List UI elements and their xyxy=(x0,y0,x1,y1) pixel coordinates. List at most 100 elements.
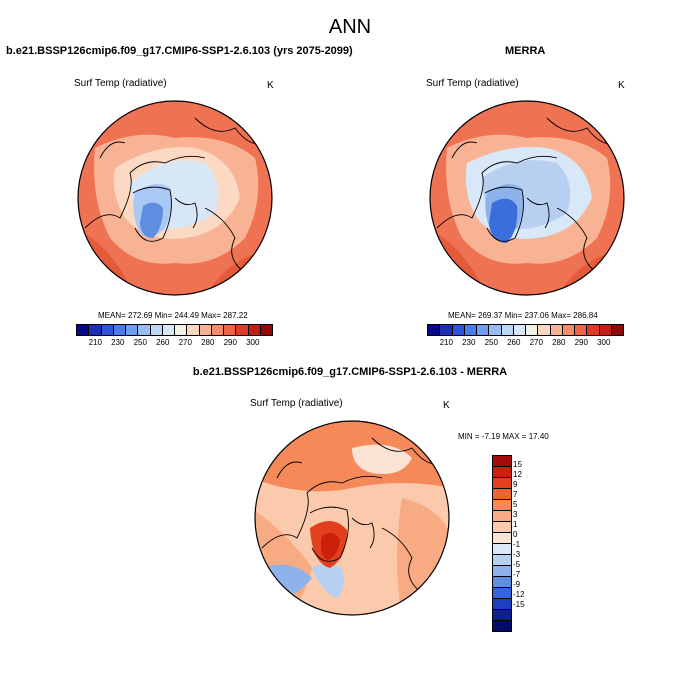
colorbar-tick-label: -9 xyxy=(513,580,521,589)
colorbar-tick-label: 1 xyxy=(513,520,518,529)
colorbar-swatch xyxy=(187,325,200,335)
colorbar-swatch xyxy=(248,325,261,335)
colorbar-tick-label: 270 xyxy=(178,338,192,347)
colorbar-swatch xyxy=(493,621,511,631)
panel-3-title: b.e21.BSSP126cmip6.f09_g17.CMIP6-SSP1-2.… xyxy=(192,366,508,378)
colorbar-tick-label: 230 xyxy=(462,338,476,347)
colorbar-swatch xyxy=(599,325,612,335)
colorbar-swatch xyxy=(199,325,212,335)
colorbar-swatch xyxy=(493,599,511,610)
colorbar-swatch xyxy=(162,325,175,335)
colorbar-tick-label: 260 xyxy=(507,338,521,347)
panel-2-colorbar-ticks: 210 230 250 260 270 280 290 300 xyxy=(435,338,615,347)
colorbar-swatch xyxy=(175,325,188,335)
colorbar-swatch xyxy=(138,325,151,335)
colorbar-swatch xyxy=(513,325,526,335)
panel-3-colorbar-ticks: 15 12 9 7 5 3 1 0 -1 -3 -5 -7 -9 -12 -15 xyxy=(513,455,525,609)
colorbar-swatch xyxy=(493,522,511,533)
colorbar-swatch xyxy=(236,325,249,335)
panel-1-units: K xyxy=(267,80,274,91)
colorbar-tick-label: -7 xyxy=(513,570,521,579)
colorbar-tick-label: 210 xyxy=(439,338,453,347)
colorbar-swatch xyxy=(550,325,563,335)
colorbar-tick-label: 270 xyxy=(529,338,543,347)
colorbar-swatch xyxy=(464,325,477,335)
colorbar-tick-label: -5 xyxy=(513,560,521,569)
panel-3-stats: MIN = -7.19 MAX = 17.40 xyxy=(458,432,549,441)
colorbar-swatch xyxy=(89,325,102,335)
colorbar-swatch xyxy=(77,325,90,335)
colorbar-swatch xyxy=(489,325,502,335)
colorbar-swatch xyxy=(493,610,511,621)
colorbar-swatch xyxy=(224,325,237,335)
colorbar-swatch xyxy=(101,325,114,335)
colorbar-tick-label: 9 xyxy=(513,480,518,489)
colorbar-tick-label: 210 xyxy=(88,338,102,347)
colorbar-tick-label: 230 xyxy=(111,338,125,347)
panel-2-colorbar xyxy=(427,324,624,336)
panel-2-title: MERRA xyxy=(505,45,546,57)
figure-title: ANN xyxy=(328,16,372,38)
colorbar-swatch xyxy=(440,325,453,335)
colorbar-tick-label: 290 xyxy=(574,338,588,347)
panel-1-colorbar xyxy=(76,324,273,336)
colorbar-tick-label: 250 xyxy=(133,338,147,347)
colorbar-swatch xyxy=(501,325,514,335)
colorbar-tick-label: 15 xyxy=(513,460,522,469)
panel-3-colorbar xyxy=(492,455,512,632)
colorbar-tick-label: 12 xyxy=(513,470,522,479)
colorbar-swatch xyxy=(477,325,490,335)
colorbar-tick-label: 260 xyxy=(156,338,170,347)
colorbar-swatch xyxy=(587,325,600,335)
colorbar-swatch xyxy=(211,325,224,335)
colorbar-swatch xyxy=(493,511,511,522)
panel-1-title: b.e21.BSSP126cmip6.f09_g17.CMIP6-SSP1-2.… xyxy=(6,45,353,57)
panel-3-variable: Surf Temp (radiative) xyxy=(250,398,343,409)
colorbar-swatch xyxy=(428,325,441,335)
colorbar-tick-label: 290 xyxy=(223,338,237,347)
colorbar-swatch xyxy=(611,325,623,335)
colorbar-swatch xyxy=(113,325,126,335)
colorbar-swatch xyxy=(452,325,465,335)
colorbar-tick-label: 250 xyxy=(484,338,498,347)
colorbar-tick-label: 3 xyxy=(513,510,518,519)
colorbar-tick-label: -1 xyxy=(513,540,521,549)
panel-1-stats: MEAN= 272.69 Min= 244.49 Max= 287.22 xyxy=(98,311,248,320)
colorbar-swatch xyxy=(493,577,511,588)
colorbar-tick-label: 280 xyxy=(201,338,215,347)
colorbar-swatch xyxy=(493,544,511,555)
colorbar-swatch xyxy=(493,588,511,599)
colorbar-swatch xyxy=(562,325,575,335)
panel-2-stats: MEAN= 269.37 Min= 237.06 Max= 286.84 xyxy=(448,311,598,320)
panel-2-units: K xyxy=(618,80,625,91)
colorbar-tick-label: 7 xyxy=(513,490,518,499)
colorbar-swatch xyxy=(493,555,511,566)
colorbar-tick-label: 5 xyxy=(513,500,518,509)
colorbar-tick-label: 280 xyxy=(552,338,566,347)
colorbar-tick-label: -3 xyxy=(513,550,521,559)
panel-1-colorbar-ticks: 210 230 250 260 270 280 290 300 xyxy=(84,338,264,347)
colorbar-tick-label: -15 xyxy=(513,600,525,609)
colorbar-tick-label: -12 xyxy=(513,590,525,599)
colorbar-swatch xyxy=(493,467,511,478)
colorbar-tick-label: 0 xyxy=(513,530,518,539)
panel-3-polar-map xyxy=(254,420,450,616)
colorbar-swatch xyxy=(538,325,551,335)
panel-2-variable: Surf Temp (radiative) xyxy=(426,78,519,89)
colorbar-swatch xyxy=(526,325,539,335)
colorbar-swatch xyxy=(150,325,163,335)
colorbar-swatch xyxy=(493,489,511,500)
colorbar-swatch xyxy=(493,566,511,577)
colorbar-tick-label: 300 xyxy=(597,338,611,347)
panel-3-units: K xyxy=(443,400,450,411)
colorbar-swatch xyxy=(126,325,139,335)
colorbar-swatch xyxy=(493,533,511,544)
panel-1-variable: Surf Temp (radiative) xyxy=(74,78,167,89)
colorbar-swatch xyxy=(493,500,511,511)
panel-1-polar-map xyxy=(77,100,273,296)
colorbar-swatch xyxy=(493,456,511,467)
colorbar-swatch xyxy=(260,325,272,335)
colorbar-swatch xyxy=(575,325,588,335)
panel-2-polar-map xyxy=(429,100,625,296)
colorbar-tick-label: 300 xyxy=(246,338,260,347)
